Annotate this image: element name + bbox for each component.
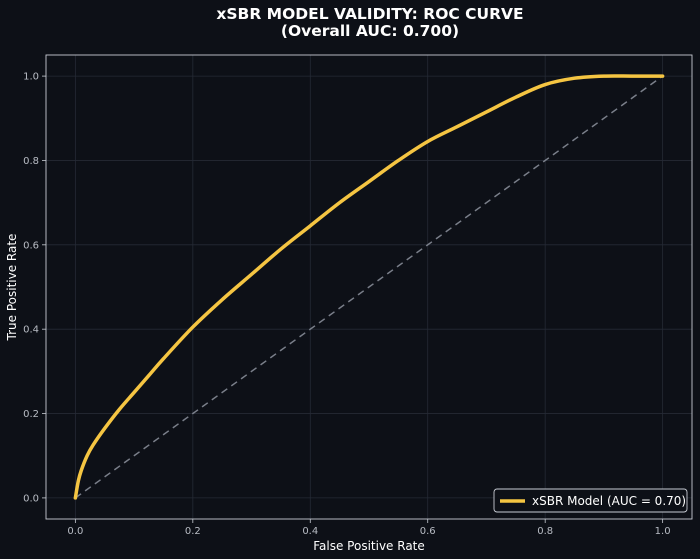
x-axis-label: False Positive Rate <box>313 539 425 553</box>
plot-frame <box>45 54 693 520</box>
x-tick-label: 0.6 <box>420 526 436 537</box>
y-tick-label: 0.0 <box>23 493 39 504</box>
x-tick-label: 1.0 <box>655 526 671 537</box>
chart-title-line2: (Overall AUC: 0.700) <box>281 22 459 40</box>
series-layer <box>73 74 665 500</box>
reference-layer <box>74 75 664 499</box>
legend-box <box>493 488 688 513</box>
x-tick-label: 0.0 <box>67 526 83 537</box>
legend: xSBR Model (AUC = 0.70) <box>493 488 688 513</box>
y-tick-label: 0.4 <box>23 325 39 336</box>
y-tick-label: 0.6 <box>23 240 39 251</box>
x-tick-label: 0.4 <box>302 526 318 537</box>
chart-title-line1: xSBR MODEL VALIDITY: ROC CURVE <box>216 5 523 23</box>
tick-layer: 0.0 0.2 0.4 0.6 0.8 1.0 0.0 0.2 0.4 0.6 0.8 1.0 <box>23 72 670 537</box>
x-tick-label: 0.8 <box>537 526 553 537</box>
grid-layer <box>46 55 692 519</box>
legend-label: xSBR Model (AUC = 0.70) <box>532 494 686 508</box>
y-tick-label: 1.0 <box>23 72 39 83</box>
roc-curve-series-0 <box>73 74 665 500</box>
y-tick-label: 0.8 <box>23 156 39 167</box>
y-tick-label: 0.2 <box>23 409 39 420</box>
x-tick-label: 0.2 <box>185 526 201 537</box>
y-axis-label: True Positive Rate <box>5 234 19 342</box>
random-classifier-line <box>74 75 664 499</box>
